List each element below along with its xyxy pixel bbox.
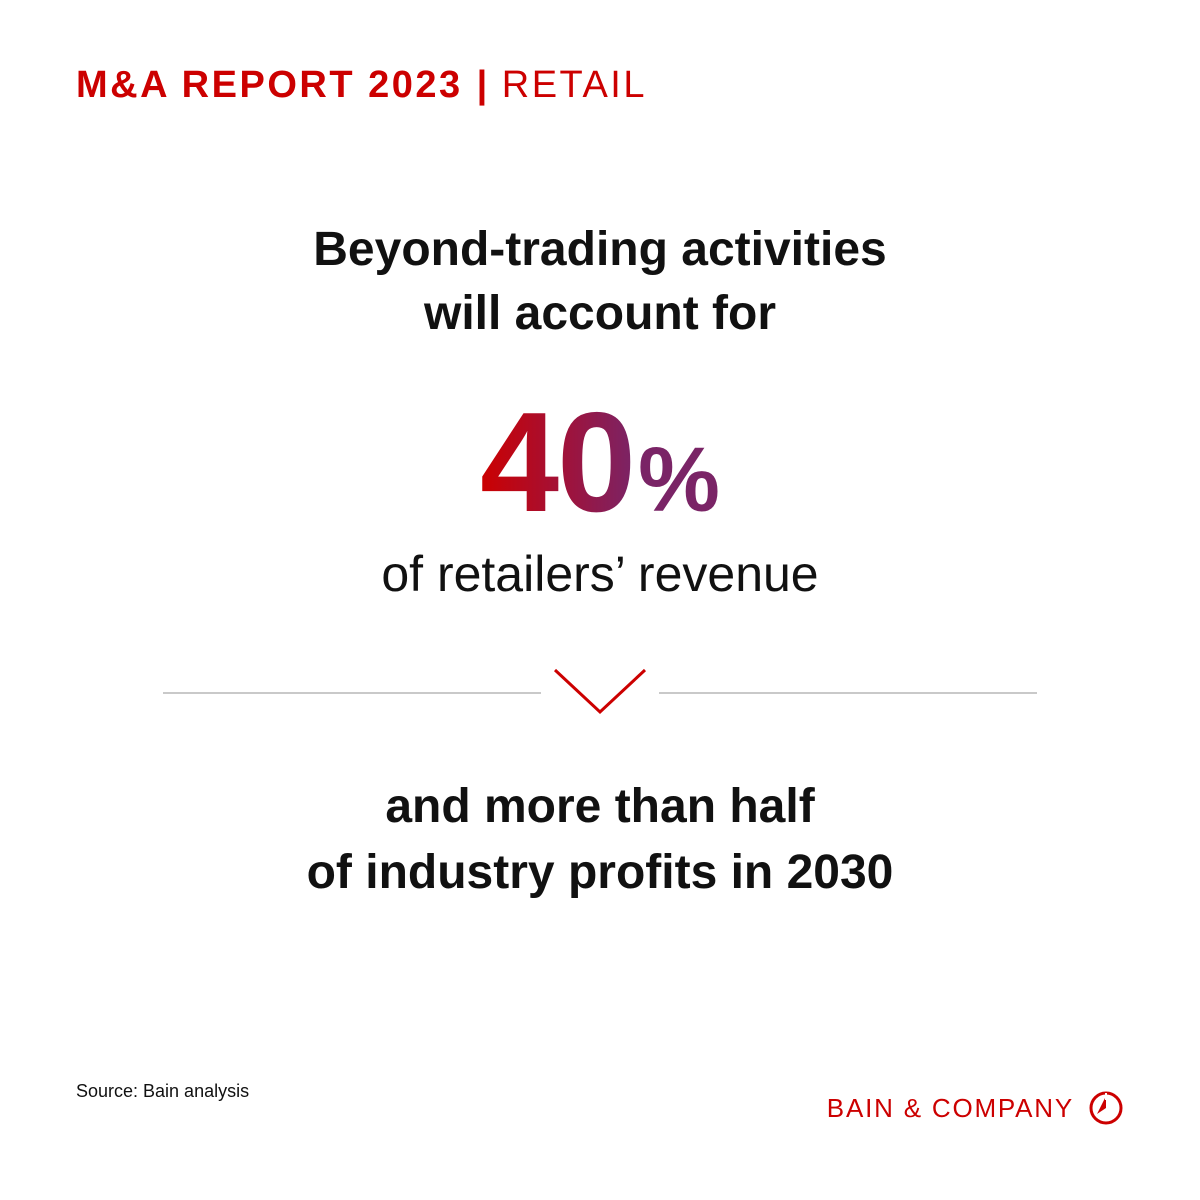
brand-logo: BAIN & COMPANY — [827, 1090, 1124, 1126]
header-separator: | — [476, 64, 490, 106]
stat-value: 40 — [480, 383, 636, 542]
divider-right — [659, 692, 1037, 694]
report-header: M&A REPORT 2023 | RETAIL — [76, 66, 647, 104]
chevron-down-icon — [553, 668, 647, 715]
report-title: M&A REPORT 2023 — [76, 64, 463, 106]
brand-name: BAIN & COMPANY — [826, 1092, 1074, 1123]
bain-logo-icon — [1089, 1091, 1123, 1125]
closing-line-2: of industry profits in 2030 — [306, 846, 894, 899]
headline-line-2: will account for — [423, 287, 777, 340]
stat-caption: of retailers’ revenue — [381, 546, 819, 602]
closing-line-1: and more than half — [385, 780, 815, 833]
report-topic: RETAIL — [501, 64, 647, 106]
source-note: Source: Bain analysis — [76, 1081, 250, 1101]
big-stat: 40% — [100, 392, 1100, 534]
headline-line-1: Beyond-trading activities — [313, 223, 887, 276]
headline: Beyond-trading activities will account f… — [100, 218, 1100, 346]
stat-unit: % — [638, 429, 720, 531]
divider-left — [163, 692, 541, 694]
closing-statement: and more than half of industry profits i… — [100, 774, 1100, 906]
